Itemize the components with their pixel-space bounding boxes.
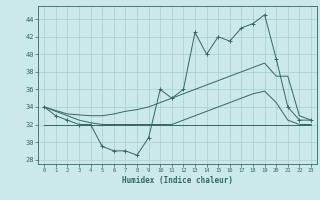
X-axis label: Humidex (Indice chaleur): Humidex (Indice chaleur)	[122, 176, 233, 185]
